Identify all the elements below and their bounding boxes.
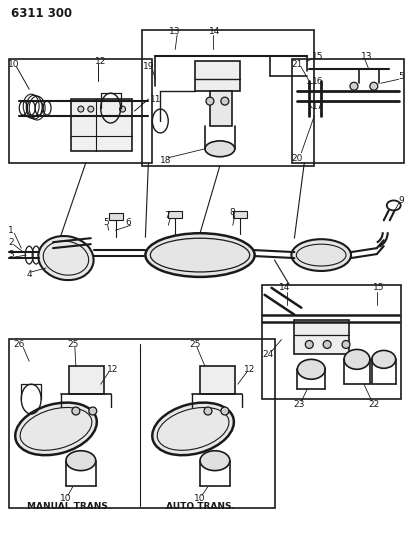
Text: 24: 24 [262, 350, 273, 359]
Text: 13: 13 [361, 52, 373, 61]
Text: 14: 14 [209, 27, 221, 36]
Bar [71, 99, 133, 151]
Text: AUTO TRANS.: AUTO TRANS. [166, 502, 235, 511]
Circle shape [370, 82, 378, 90]
Circle shape [89, 407, 97, 415]
Text: 10: 10 [8, 60, 19, 69]
Text: 2: 2 [9, 238, 14, 247]
Text: 5: 5 [399, 72, 404, 81]
Text: 18: 18 [160, 156, 171, 165]
Text: 10: 10 [194, 494, 206, 503]
Ellipse shape [372, 350, 396, 368]
Bar [69, 366, 104, 394]
Bar [109, 213, 122, 220]
Text: 15: 15 [373, 284, 385, 293]
Circle shape [323, 341, 331, 349]
Text: 14: 14 [279, 284, 290, 293]
Text: 3: 3 [9, 249, 14, 259]
Circle shape [120, 106, 126, 112]
Text: 17: 17 [311, 102, 323, 111]
Text: 25: 25 [189, 340, 201, 349]
Text: 12: 12 [244, 365, 255, 374]
Circle shape [221, 407, 229, 415]
Circle shape [221, 97, 229, 105]
Bar [168, 212, 182, 219]
Text: 10: 10 [60, 494, 72, 503]
Ellipse shape [291, 239, 351, 271]
Text: 1: 1 [9, 226, 14, 235]
Circle shape [204, 407, 212, 415]
Text: 9: 9 [399, 196, 404, 205]
Bar [233, 212, 247, 219]
Text: 12: 12 [95, 57, 106, 66]
Ellipse shape [152, 402, 234, 455]
Text: 11: 11 [150, 95, 161, 103]
Text: 4: 4 [27, 270, 32, 279]
Text: 25: 25 [67, 340, 79, 349]
Text: 8: 8 [229, 208, 235, 217]
Text: 12: 12 [107, 365, 118, 374]
Text: 15: 15 [311, 52, 323, 61]
Ellipse shape [200, 451, 230, 471]
Bar [195, 61, 240, 91]
Circle shape [342, 341, 350, 349]
Circle shape [206, 97, 214, 105]
Ellipse shape [15, 402, 97, 455]
Text: 6311 300: 6311 300 [11, 7, 73, 20]
Circle shape [305, 341, 313, 349]
Bar [200, 366, 235, 394]
Text: 6: 6 [126, 218, 131, 227]
Ellipse shape [145, 233, 255, 277]
Text: 23: 23 [294, 400, 305, 409]
Bar [210, 91, 232, 126]
Bar [142, 30, 314, 166]
Text: 5: 5 [103, 218, 109, 227]
Bar [293, 59, 404, 163]
Ellipse shape [38, 236, 93, 280]
Circle shape [72, 407, 80, 415]
Text: 22: 22 [368, 400, 379, 409]
Ellipse shape [66, 451, 96, 471]
Text: 13: 13 [169, 27, 181, 36]
Circle shape [78, 106, 84, 112]
Bar [295, 320, 349, 354]
Text: 19: 19 [143, 62, 154, 71]
Text: MANUAL TRANS.: MANUAL TRANS. [27, 502, 111, 511]
Circle shape [350, 82, 358, 90]
Ellipse shape [205, 141, 235, 157]
Bar [262, 285, 401, 399]
Ellipse shape [344, 350, 370, 369]
Text: 26: 26 [13, 340, 25, 349]
Bar [9, 59, 152, 163]
Text: 7: 7 [164, 211, 170, 220]
Bar [9, 340, 275, 508]
Ellipse shape [297, 359, 325, 379]
Text: 21: 21 [292, 60, 303, 69]
Text: 16: 16 [311, 77, 323, 86]
Text: 20: 20 [292, 154, 303, 163]
Circle shape [88, 106, 94, 112]
